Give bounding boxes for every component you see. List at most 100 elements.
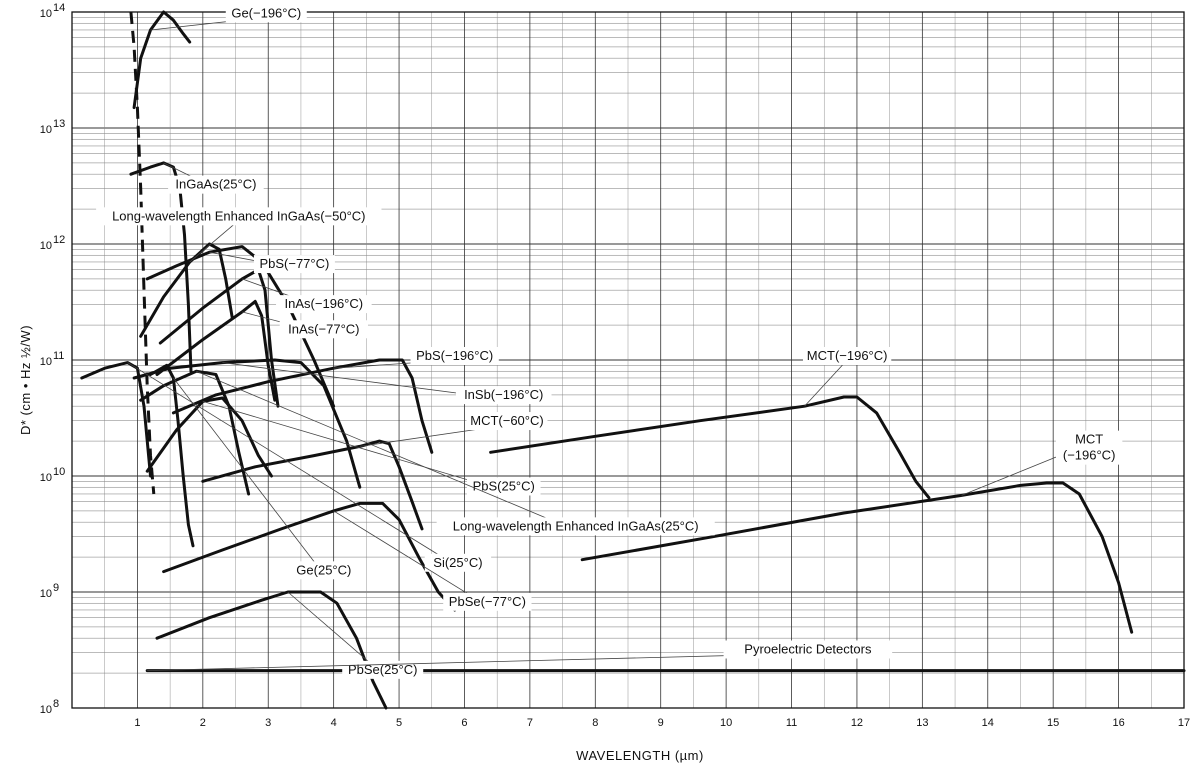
series-label: InAs(−196°C) (285, 296, 364, 311)
y-tick-label: 10 (40, 704, 52, 716)
y-tick-label: 10 (40, 8, 52, 20)
label-backdrop (424, 553, 492, 572)
y-tick-exponent: 8 (53, 698, 59, 710)
series-label-line: PbS(−196°C) (416, 348, 493, 363)
grid-lines (71, 12, 1185, 709)
series-label-line: Ge(25°C) (296, 562, 351, 577)
series-curve (162, 501, 457, 612)
label-backdrop (1055, 430, 1123, 465)
plot-frame (71, 11, 1185, 709)
series-label: InGaAs(25°C) (175, 177, 256, 192)
series-curve (132, 10, 192, 110)
series-label-line: Ge(−196°C) (231, 5, 301, 20)
series-label-line: PbSe(−77°C) (449, 594, 526, 609)
label-backdrop (225, 4, 307, 23)
x-tick-label: 2 (200, 717, 206, 729)
x-tick-label: 3 (265, 717, 271, 729)
x-tick-label: 1 (134, 717, 140, 729)
series-label-line: MCT (1075, 432, 1103, 447)
x-tick-label: 9 (658, 717, 664, 729)
label-backdrop (466, 412, 548, 431)
y-tick-exponent: 13 (53, 118, 65, 130)
label-leader-line (189, 220, 240, 263)
x-tick-label: 6 (461, 717, 467, 729)
x-axis-label: WAVELENGTH (µm) (576, 748, 704, 763)
series-label-line: PbS(25°C) (473, 478, 535, 493)
label-leader-line (804, 359, 848, 407)
series-label: PbSe(25°C) (348, 662, 418, 677)
series-label-line: Long-wavelength Enhanced InGaAs(−50°C) (112, 208, 365, 223)
series-curve (155, 299, 277, 402)
series-label-line: InGaAs(25°C) (175, 177, 256, 192)
x-tick-label: 5 (396, 717, 402, 729)
label-backdrop (253, 255, 335, 274)
x-tick-label: 10 (720, 717, 732, 729)
y-tick-label: 10 (40, 472, 52, 484)
x-tick-label: 11 (786, 717, 797, 729)
x-tick-label: 15 (1047, 717, 1059, 729)
y-tick-exponent: 14 (53, 2, 65, 14)
series-curve (132, 358, 362, 489)
series-label-line: (−196°C) (1063, 448, 1116, 463)
label-backdrop (802, 347, 892, 365)
label-leader-line (196, 370, 576, 531)
label-backdrop (279, 320, 368, 339)
label-backdrop (436, 517, 715, 536)
series-label: PbS(25°C) (473, 478, 535, 493)
series-curve (80, 361, 152, 478)
series-label: MCT(−60°C) (470, 413, 543, 428)
label-backdrop (96, 207, 382, 226)
series-label: Long-wavelength Enhanced InGaAs(−50°C) (112, 208, 365, 223)
y-tick-exponent: 11 (53, 350, 64, 362)
series-label-line: MCT(−196°C) (807, 348, 888, 363)
series-curve (201, 439, 424, 531)
series-label: PbSe(−77°C) (449, 594, 526, 609)
x-tick-label: 13 (916, 717, 928, 729)
series-curve (580, 481, 1134, 634)
label-leader-line (202, 400, 504, 491)
series-curve (155, 590, 388, 710)
x-tick-label: 16 (1112, 717, 1124, 729)
y-tick-exponent: 9 (53, 582, 59, 594)
series-label: Ge(−196°C) (231, 5, 301, 20)
series-curve (145, 396, 273, 478)
x-tick-label: 14 (982, 717, 994, 729)
label-backdrop (455, 386, 552, 405)
x-tick-labels: 1 2 3 4 5 6 7 8 9 10 11 12 13 14 15 16 17 (134, 717, 1190, 729)
y-tick-label: 10 (40, 240, 52, 252)
y-tick-label: 10 (40, 356, 52, 368)
series-curve (145, 245, 336, 408)
series-label-line: Si(25°C) (433, 555, 482, 570)
label-leader-line (287, 591, 383, 675)
y-tick-exponent: 10 (53, 466, 65, 478)
series-label-line: MCT(−60°C) (470, 413, 543, 428)
label-backdrop (410, 347, 499, 365)
series-label-line: InSb(−196°C) (464, 387, 543, 402)
series-label: MCT(−196°C) (1063, 432, 1116, 463)
x-tick-label: 4 (331, 717, 337, 729)
x-tick-label: 8 (592, 717, 598, 729)
label-backdrop (276, 295, 372, 314)
series-label-line: Long-wavelength Enhanced InGaAs(25°C) (453, 518, 699, 533)
y-tick-label: 10 (40, 124, 52, 136)
y-tick-exponent: 12 (53, 234, 65, 246)
series-curve (139, 369, 251, 496)
x-tick-label: 17 (1178, 717, 1190, 729)
series-label-line: InAs(−196°C) (285, 296, 364, 311)
label-leader-line (127, 362, 459, 568)
label-leader-line (333, 510, 488, 607)
series-label: Long-wavelength Enhanced InGaAs(25°C) (453, 518, 699, 533)
series-label-line: Pyroelectric Detectors (744, 642, 872, 657)
series-label: Pyroelectric Detectors (744, 642, 872, 657)
series-label: PbS(−77°C) (259, 256, 329, 271)
label-backdrop (443, 592, 532, 611)
series-label: InAs(−77°C) (288, 321, 359, 336)
series-label: PbS(−196°C) (416, 348, 493, 363)
y-axis-label: D* (cm • Hz ½/W) (18, 325, 33, 435)
series-curve (171, 358, 434, 454)
label-backdrop (466, 477, 541, 496)
label-backdrop (290, 561, 358, 580)
series-label: MCT(−196°C) (807, 348, 888, 363)
